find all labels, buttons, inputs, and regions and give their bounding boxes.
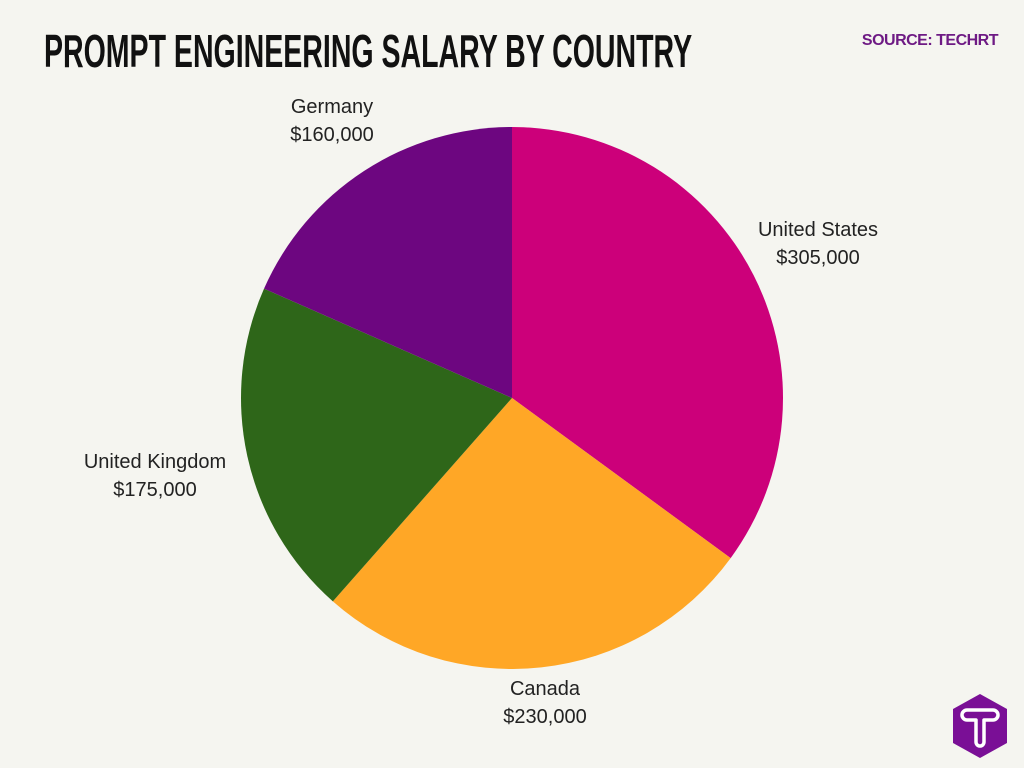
pie-slice-germany	[264, 127, 512, 398]
pie-slice-canada	[332, 398, 731, 669]
slice-name: Germany	[290, 96, 374, 118]
slice-name: Canada	[509, 678, 581, 700]
chart-title: PROMPT ENGINEERING SALARY BY COUNTRY	[44, 25, 693, 77]
slice-label: Canada $230,000	[503, 679, 586, 727]
slice-name: United Kingdom	[83, 451, 227, 473]
source-label: SOURCE: TECHRT	[861, 32, 999, 49]
slice-value: $230,000	[503, 706, 587, 728]
slice-label: United States $305,000	[758, 220, 878, 268]
pie-slice-united-states	[512, 127, 783, 559]
pie-slice-united-kingdom	[240, 288, 512, 602]
techrt-logo	[953, 694, 1007, 758]
slice-value: $160,000	[290, 124, 374, 146]
slice-label: Germany $160,000	[290, 97, 373, 145]
slice-value: $305,000	[776, 247, 860, 269]
slice-name: United States	[757, 219, 879, 241]
slice-label: United Kingdom $175,000	[84, 452, 226, 500]
slice-value: $175,000	[113, 479, 197, 501]
